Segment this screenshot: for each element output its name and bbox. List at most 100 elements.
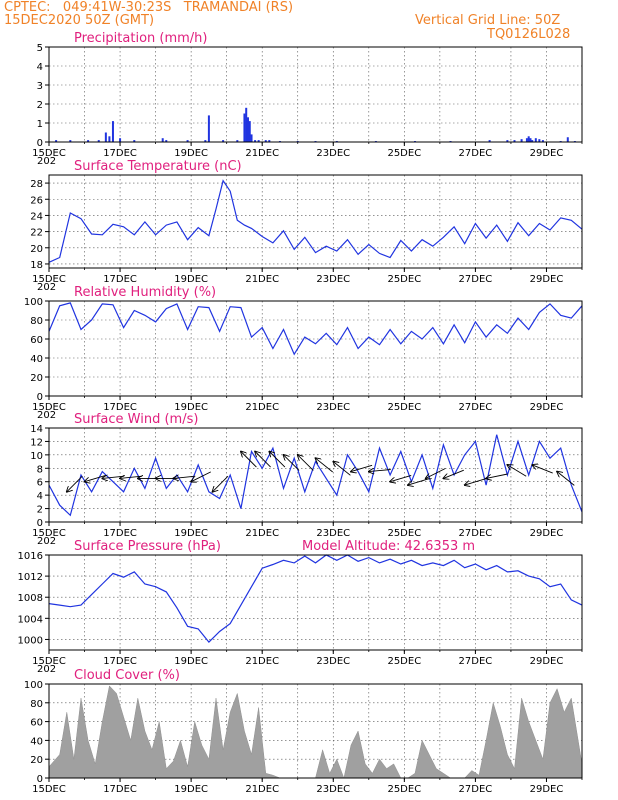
cloud-ytick-label: 60 (30, 718, 43, 729)
precip-ytick-label: 5 (37, 43, 43, 54)
precip-bar (97, 140, 100, 142)
pres-xtick-label: 15DEC (32, 656, 66, 667)
precip-xtick-label: 19DEC (174, 148, 208, 159)
precip-xtick-label: 17DEC (103, 148, 137, 159)
temp-xtick-label: 29DEC (530, 274, 564, 285)
pres-xtick-label: 17DEC (103, 656, 137, 667)
precip-bar (245, 107, 248, 142)
precip-bar (264, 140, 267, 142)
wind-arrow (333, 462, 351, 476)
wind-arrow (284, 455, 300, 471)
pres-ytick-label: 1008 (18, 593, 43, 604)
rh-ytick-label: 20 (30, 373, 43, 384)
precip-frame (48, 46, 583, 143)
header-grid-note: Vertical Grid Line: 50Z (415, 13, 561, 28)
pres-title: Surface Pressure (hPa) (74, 539, 221, 554)
temp-frame (48, 174, 583, 269)
rh-xtick-label: 21DEC (245, 402, 279, 413)
precip-bar (488, 140, 491, 142)
precip-bar (246, 117, 249, 142)
wind-xtick-label: 19DEC (174, 528, 208, 539)
temp-xtick-label: 25DEC (387, 274, 421, 285)
pres-series-line (48, 554, 583, 643)
wind-arrow (426, 468, 446, 479)
pres-year-fragment: 202 (37, 664, 56, 675)
temp-xtick-label: 19DEC (174, 274, 208, 285)
precip-bar (243, 113, 246, 142)
wind-arrow (486, 473, 508, 478)
wind-arrow (532, 465, 553, 474)
precip-ytick-label: 3 (37, 81, 43, 92)
temp-ytick-label: 20 (30, 244, 43, 255)
temp-xtick-label: 23DEC (316, 274, 350, 285)
precip-bar (69, 140, 72, 142)
temp-ytick-label: 26 (30, 195, 43, 206)
rh-ytick-label: 40 (30, 354, 43, 365)
precip-bar (254, 140, 257, 142)
rh-series-line (48, 302, 583, 356)
precip-bar (55, 140, 58, 142)
rh-title: Relative Humidity (%) (74, 285, 216, 300)
pres-ytick-label: 1016 (18, 551, 43, 562)
wind-arrow (298, 455, 314, 471)
temp-title: Surface Temperature (nC) (74, 159, 242, 174)
cloud-xtick-label: 17DEC (103, 784, 137, 795)
precip-bar (236, 140, 239, 142)
wind-arrow (507, 465, 527, 477)
header-line1: CPTEC: 049:41W-30:23S TRAMANDAI (RS) (4, 0, 294, 15)
wind-xtick-label: 29DEC (530, 528, 564, 539)
pres-ytick-label: 1012 (18, 572, 43, 583)
temp-xtick-label: 17DEC (103, 274, 137, 285)
precip-ytick-label: 1 (37, 119, 43, 130)
precip-bar (513, 140, 516, 142)
temp-ytick-label: 28 (30, 179, 43, 190)
rh-xtick-label: 17DEC (103, 402, 137, 413)
precip-bar (541, 140, 544, 142)
temp-series-line (48, 179, 583, 263)
pres-xtick-label: 19DEC (174, 656, 208, 667)
cloud-xtick-label: 25DEC (387, 784, 421, 795)
pres-xtick-label: 23DEC (316, 656, 350, 667)
precip-bar (204, 140, 207, 142)
wind-arrow (255, 452, 271, 468)
precip-bar (87, 140, 90, 142)
temp-ytick-label: 22 (30, 228, 43, 239)
cloud-xtick-label: 19DEC (174, 784, 208, 795)
wind-arrow (465, 478, 486, 485)
cloud-ytick-label: 0 (37, 774, 43, 785)
rh-ytick-label: 0 (37, 392, 43, 403)
precip-bar (257, 140, 260, 142)
wind-title: Surface Wind (m/s) (74, 412, 198, 427)
rh-xtick-label: 19DEC (174, 402, 208, 413)
rh-xtick-label: 29DEC (530, 402, 564, 413)
wind-arrow (351, 464, 373, 471)
precip-bar (111, 121, 114, 142)
precip-bar (525, 138, 528, 142)
wind-ytick-label: 0 (37, 518, 43, 529)
precip-bar (538, 139, 541, 142)
temp-year-fragment: 202 (37, 282, 56, 293)
wind-arrow (213, 475, 229, 492)
precip-ytick-label: 4 (37, 62, 43, 73)
pres-frame (48, 554, 583, 651)
temp-ytick-label: 24 (30, 211, 43, 222)
precip-bar (222, 140, 225, 142)
wind-arrow (269, 452, 286, 468)
wind-arrow (191, 471, 212, 482)
precip-bar (119, 138, 122, 142)
precip-bar (527, 136, 530, 142)
wind-ytick-label: 14 (30, 424, 43, 435)
precip-year-fragment: 202 (37, 156, 56, 167)
cloud-ytick-label: 20 (30, 755, 43, 766)
precip-bar (133, 140, 136, 142)
cloud-xtick-label: 27DEC (459, 784, 493, 795)
precip-xtick-label: 25DEC (387, 148, 421, 159)
pres-ytick-label: 1004 (18, 614, 43, 625)
wind-arrow (173, 476, 196, 478)
wind-arrow (316, 458, 333, 473)
precip-xtick-label: 23DEC (316, 148, 350, 159)
cloud-xtick-label: 21DEC (245, 784, 279, 795)
precip-bar (165, 140, 168, 142)
wind-ytick-label: 4 (37, 491, 43, 502)
wind-year-fragment: 202 (37, 536, 56, 547)
